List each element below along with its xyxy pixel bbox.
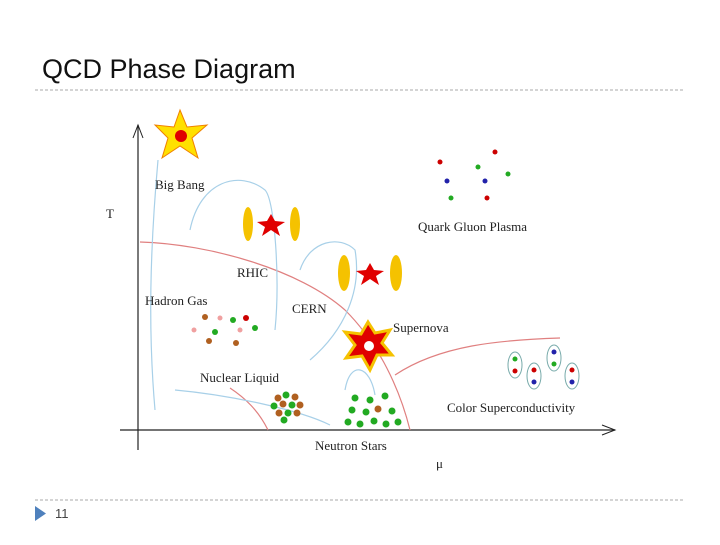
collision-icon: [356, 263, 384, 285]
nucleus: [270, 391, 304, 424]
neutrons: [344, 392, 402, 428]
bullet: [35, 506, 46, 521]
nucleus-icon: [243, 207, 253, 241]
region-label: Neutron Stars: [315, 438, 387, 453]
region-label: Color Superconductivity: [447, 400, 576, 415]
phase-boundary: [139, 241, 411, 431]
quarks: [437, 149, 511, 201]
nucleus-icon: [338, 255, 350, 291]
page-number: 11: [55, 506, 69, 521]
collision-icon: [257, 214, 285, 236]
arrow: [132, 123, 144, 139]
diagram: T μ Big Bang RHIC Hadron Gas CERN Supern…: [106, 108, 617, 471]
supernova-core: [364, 341, 374, 351]
hadrons: [191, 314, 258, 346]
nucleus-icon: [290, 207, 300, 241]
axis-label: μ: [436, 456, 443, 471]
phase-boundary: [394, 337, 561, 376]
cooper-pairs: [507, 344, 580, 390]
region-label: Nuclear Liquid: [200, 370, 280, 385]
region-label: Big Bang: [155, 177, 205, 192]
region-label: RHIC: [237, 265, 268, 280]
region-label: CERN: [292, 301, 327, 316]
slide-title: QCD Phase Diagram: [42, 54, 296, 84]
region-label: Supernova: [393, 320, 449, 335]
star-core: [175, 130, 187, 142]
arrow: [601, 424, 617, 436]
nucleus-icon: [390, 255, 402, 291]
phase-boundary: [229, 387, 269, 431]
axis-label: T: [106, 206, 114, 221]
region-label: Hadron Gas: [145, 293, 207, 308]
region-label: Quark Gluon Plasma: [418, 219, 527, 234]
trajectories: [150, 159, 376, 426]
